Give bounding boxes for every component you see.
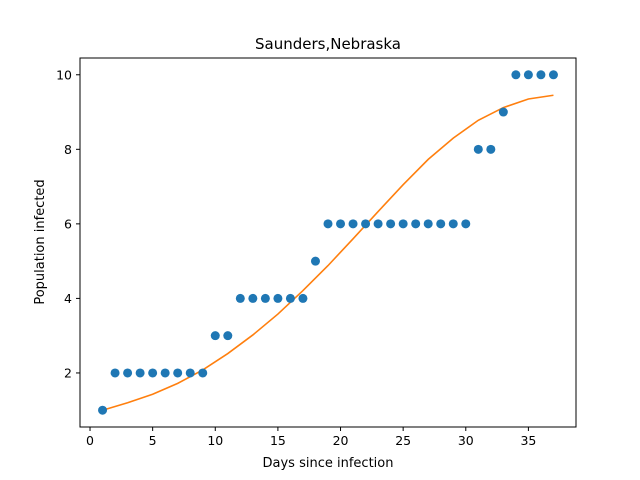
- x-tick-label: 35: [520, 433, 536, 448]
- x-tick-label: 30: [458, 433, 474, 448]
- data-point: [548, 70, 558, 80]
- data-point: [223, 331, 233, 341]
- data-point: [511, 70, 521, 80]
- data-point: [411, 219, 421, 229]
- data-point: [285, 293, 295, 303]
- y-tick-label: 6: [64, 216, 72, 231]
- data-point: [373, 219, 383, 229]
- data-point: [210, 331, 220, 341]
- data-point: [361, 219, 371, 229]
- x-tick-label: 5: [149, 433, 157, 448]
- data-point: [386, 219, 396, 229]
- data-point: [398, 219, 408, 229]
- data-point: [336, 219, 346, 229]
- data-point: [323, 219, 333, 229]
- y-axis: 2 4 6 8 10: [56, 67, 80, 380]
- data-point: [523, 70, 533, 80]
- x-tick-label: 0: [86, 433, 94, 448]
- x-axis: 0 5 10 15 20 25 30 35: [86, 427, 536, 448]
- data-point: [298, 293, 308, 303]
- data-point: [123, 368, 133, 378]
- data-point: [473, 144, 483, 154]
- data-point: [423, 219, 433, 229]
- data-point: [448, 219, 458, 229]
- y-tick-label: 2: [64, 365, 72, 380]
- data-point: [498, 107, 508, 117]
- data-point: [436, 219, 446, 229]
- data-point: [461, 219, 471, 229]
- chart-title: Saunders,Nebraska: [255, 35, 401, 53]
- plot-area: [98, 70, 558, 415]
- data-point: [273, 293, 283, 303]
- data-point: [160, 368, 170, 378]
- x-tick-label: 15: [270, 433, 286, 448]
- y-tick-label: 8: [64, 142, 72, 157]
- data-point: [148, 368, 158, 378]
- data-point: [110, 368, 120, 378]
- y-tick-label: 4: [64, 291, 72, 306]
- data-point: [135, 368, 145, 378]
- data-point: [98, 405, 108, 415]
- data-point: [173, 368, 183, 378]
- data-point: [310, 256, 320, 266]
- data-point: [348, 219, 358, 229]
- data-point: [185, 368, 195, 378]
- data-point: [536, 70, 546, 80]
- data-point: [198, 368, 208, 378]
- x-tick-label: 25: [395, 433, 411, 448]
- y-tick-label: 10: [56, 67, 72, 82]
- x-tick-label: 10: [207, 433, 223, 448]
- fit-line: [102, 94, 554, 411]
- data-point: [248, 293, 258, 303]
- data-point: [486, 144, 496, 154]
- x-axis-label: Days since infection: [263, 456, 394, 471]
- axes-frame: [79, 57, 577, 428]
- x-tick-label: 20: [333, 433, 349, 448]
- data-point: [235, 293, 245, 303]
- data-point: [260, 293, 270, 303]
- y-axis-label: Population infected: [33, 179, 48, 304]
